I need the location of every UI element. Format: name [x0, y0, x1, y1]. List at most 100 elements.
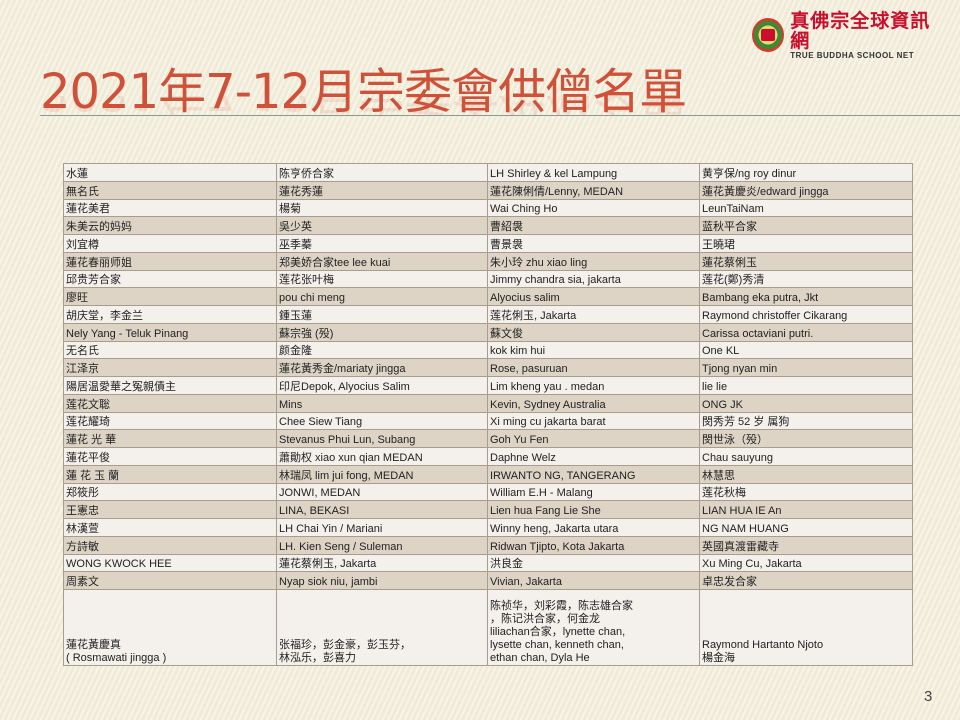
table-cell: 刘宜樽: [63, 234, 277, 253]
table-cell: 鍾玉蓮: [276, 305, 488, 324]
table-cell: IRWANTO NG, TANGERANG: [487, 464, 700, 484]
table-cell: 林漢萱: [63, 518, 277, 537]
table-cell: WONG KWOCK HEE: [63, 553, 277, 573]
table-cell: Vivian, Jakarta: [487, 571, 700, 590]
table-cell: pou chi meng: [276, 287, 488, 306]
table-row: Nely Yang - Teluk Pinang 蘇宗強 (殁) 蘇文俊 Cariss…: [63, 322, 913, 342]
table-row: 水蓮 陈亨侨合家 LH Shirley & kel Lampung 黄亨保/ng ro…: [63, 163, 913, 182]
table-cell: LeunTaiNam: [699, 198, 913, 218]
table-cell: 朱小玲 zhu xiao ling: [487, 251, 700, 271]
table-cell: Carissa octaviani putri.: [699, 322, 913, 342]
table-row: 廖旺 pou chi meng Alyocius salim Bambang eka …: [63, 287, 913, 306]
table-cell: 蓮花陳俐倩/Lenny, MEDAN: [487, 180, 700, 200]
table-row: WONG KWOCK HEE 蓮花蔡俐玉, Jakarta 洪良金 Xu Ming C…: [63, 553, 913, 573]
table-cell: 英國真渡雷藏寺: [699, 535, 913, 555]
table-cell: 水蓮: [63, 163, 277, 182]
table-cell: 邱贵芳合家: [63, 269, 277, 289]
table-row: 蓮花平俊 蕭勛权 xiao xun qian MEDAN Daphne Welz Ch…: [63, 447, 913, 466]
table-row-last: 蓮花黃慶真 ( Rosmawati jingga ) 张福珍，彭金豪，彭玉芬， 林…: [63, 589, 913, 666]
table-cell: Nyap siok niu, jambi: [276, 571, 488, 590]
table-cell: William E.H - Malang: [487, 482, 700, 502]
table-cell: 莲花文聡: [63, 393, 277, 413]
table-cell: 林慧思: [699, 464, 913, 484]
table-cell: 林瑞凤 lim jui fong, MEDAN: [276, 464, 488, 484]
table-cell: Wai Ching Ho: [487, 198, 700, 218]
offering-names-table: 水蓮 陈亨侨合家 LH Shirley & kel Lampung 黄亨保/ng ro…: [63, 163, 913, 666]
table-cell: 周素文: [63, 571, 277, 590]
table-cell: Jimmy chandra sia, jakarta: [487, 269, 700, 289]
table-row: 蓮花 光 華 Stevanus Phui Lun, Subang Goh Yu Fe…: [63, 429, 913, 448]
true-buddha-school-net-logo: 真佛宗全球資訊網 TRUE BUDDHA SCHOOL NET: [752, 9, 942, 60]
table-cell: 曹紹袰: [487, 216, 700, 235]
table-cell: Xi ming cu jakarta barat: [487, 411, 700, 431]
table-cell: Bambang eka putra, Jkt: [699, 287, 913, 306]
table-cell: 郑美娇合家tee lee kuai: [276, 251, 488, 271]
table-row: 蓮 花 玉 蘭林瑞凤 lim jui fong, MEDAN IRWANTO NG…: [63, 464, 913, 484]
table-cell: 印尼Depok, Alyocius Salim: [276, 376, 488, 395]
table-cell: 蓮花秀蓮: [276, 180, 488, 200]
slide-title: 2021年7-12月宗委會供僧名單: [40, 64, 687, 120]
table-cell: 张福珍，彭金豪，彭玉芬， 林泓乐，彭喜力: [276, 589, 488, 666]
table-row: 林漢萱 LH Chai Yin / Mariani Winny heng, Jaka…: [63, 518, 913, 537]
table-cell: One KL: [699, 340, 913, 360]
table-cell: 陽居温愛華之冤親債主: [63, 376, 277, 395]
table-cell: LH. Kien Seng / Suleman: [276, 535, 488, 555]
slide-title-reflection: 2021年7-12月宗委會供僧名單: [40, 96, 686, 122]
table-cell: 王曉珺: [699, 234, 913, 253]
table-cell: 莲花张叶梅: [276, 269, 488, 289]
table-cell: 無名氏: [63, 180, 277, 200]
table-row: 莲花耀琦 Chee Siew Tiang Xi ming cu jakarta ba…: [63, 411, 913, 431]
table-cell: 朱美云的妈妈: [63, 216, 277, 235]
table-cell: 蘇文俊: [487, 322, 700, 342]
table-cell: Xu Ming Cu, Jakarta: [699, 553, 913, 573]
table-row: 王憲忠 LINA, BEKASI Lien hua Fang Lie She LIAN…: [63, 500, 913, 519]
table-cell: 蓮 花 玉 蘭: [63, 464, 277, 484]
table-row: 刘宜樽 巫季蓁 曹景袰 王曉珺: [63, 234, 913, 253]
table-cell: JONWI, MEDAN: [276, 482, 488, 502]
table-cell: 黄亨保/ng roy dinur: [699, 163, 913, 182]
table-cell: Rose, pasuruan: [487, 358, 700, 377]
table-cell: 王憲忠: [63, 500, 277, 519]
table-cell: 颜金隆: [276, 340, 488, 360]
table-cell: Daphne Welz: [487, 447, 700, 466]
table-cell: 蓮花黃慶炎/edward jingga: [699, 180, 913, 200]
table-cell: 蓮花平俊: [63, 447, 277, 466]
table-cell: LH Chai Yin / Mariani: [276, 518, 488, 537]
table-row: 无名氏 颜金隆 kok kim hui One KL: [63, 340, 913, 360]
table-cell: 蓮花蔡俐玉: [699, 251, 913, 271]
table-row: 蓮花美君 楊菊 Wai Ching Ho LeunTaiNam: [63, 198, 913, 218]
table-cell: Ridwan Tjipto, Kota Jakarta: [487, 535, 700, 555]
table-row: 蓮花春丽师姐 郑美娇合家tee lee kuai 朱小玲 zhu xiao ling…: [63, 251, 913, 271]
table-cell: 閔秀芳 52 岁 属狗: [699, 411, 913, 431]
table-cell: 楊菊: [276, 198, 488, 218]
table-cell: 蓝秋平合家: [699, 216, 913, 235]
table-cell: Mins: [276, 393, 488, 413]
logo-english-text: TRUE BUDDHA SCHOOL NET: [790, 50, 915, 60]
logo-emblem-icon: [752, 18, 785, 52]
table-cell: Goh Yu Fen: [487, 429, 700, 448]
table-cell: 吳少英: [276, 216, 488, 235]
table-cell: 陈亨侨合家: [276, 163, 488, 182]
table-cell: 廖旺: [63, 287, 277, 306]
table-cell: 蓮花蔡俐玉, Jakarta: [276, 553, 488, 573]
table-cell: 莲花俐玉, Jakarta: [487, 305, 700, 324]
logo-chinese-text: 真佛宗全球資訊網: [790, 9, 931, 52]
table-cell: LIAN HUA IE An: [699, 500, 913, 519]
table-cell: 曹景袰: [487, 234, 700, 253]
table-cell: 胡庆堂，李金兰: [63, 305, 277, 324]
table-cell: Nely Yang - Teluk Pinang: [63, 322, 277, 342]
table-cell: Lien hua Fang Lie She: [487, 500, 700, 519]
table-cell: lie lie: [699, 376, 913, 395]
table-cell: Kevin, Sydney Australia: [487, 393, 700, 413]
table-cell: Tjong nyan min: [699, 358, 913, 377]
table-cell: 洪良金: [487, 553, 700, 573]
table-row: 莲花文聡 Mins Kevin, Sydney Australia ONG JK: [63, 393, 913, 413]
table-row: 無名氏 蓮花秀蓮 蓮花陳俐倩/Lenny, MEDAN 蓮花黃慶炎/edward ji…: [63, 180, 913, 200]
table-cell: 蕭勛权 xiao xun qian MEDAN: [276, 447, 488, 466]
table-cell: Raymond Hartanto Njoto 楊金海: [699, 589, 913, 666]
table-cell: 郑筱彤: [63, 482, 277, 502]
table-cell: 莲花(鄭)秀清: [699, 269, 913, 289]
table-cell: Raymond christoffer Cikarang: [699, 305, 913, 324]
table-cell: 莲花秋梅: [699, 482, 913, 502]
table-cell: Stevanus Phui Lun, Subang: [276, 429, 488, 448]
